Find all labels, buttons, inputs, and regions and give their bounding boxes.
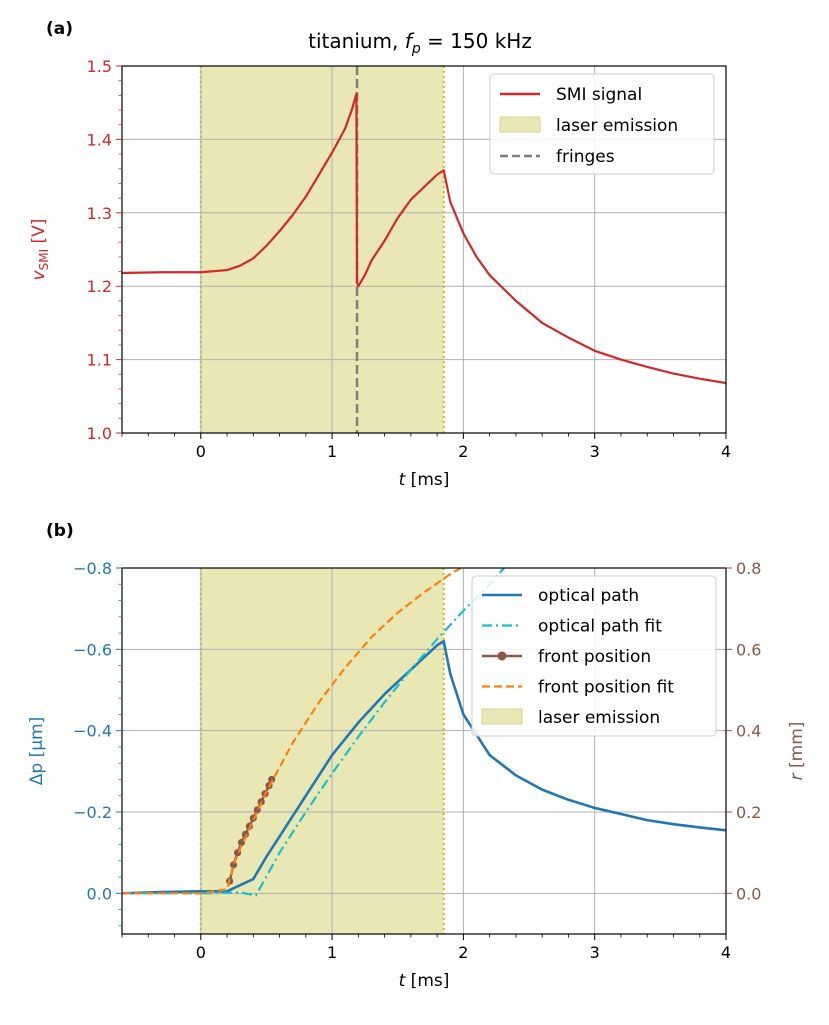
a-x-tick-label: 1	[327, 442, 337, 461]
b-legend-label: front position	[538, 647, 651, 667]
a-axes-frame	[121, 65, 727, 434]
b-front-position-marker	[268, 775, 276, 784]
b-x-tick-label: 3	[590, 943, 600, 962]
a-x-axis-label: t [ms]	[399, 470, 450, 490]
panel-b: (b) 0 1 2 3 4 0.0 −0.2 −0.4 −0.6 −0.8 0.0 0.2 0.4 0.6…	[27, 521, 807, 991]
b-y-left-tick-label: −0.2	[73, 803, 112, 822]
b-legend-label: front position fit	[538, 678, 674, 698]
b-y-right-tick-label: 0.4	[736, 722, 761, 741]
panel-a: (a) titanium, fp = 150 kHz 0 1 2 3 4 1.0 1.1 1.…	[29, 19, 731, 490]
b-y-left-tick-label: −0.4	[73, 722, 112, 741]
b-optical-path-fit-line	[122, 568, 505, 897]
b-axes-layer: 0 1 2 3 4 0.0 −0.2 −0.4 −0.6 −0.8 0.0 0.2 0.4 0.6 0.8	[73, 559, 761, 962]
b-front-position-marker	[241, 830, 250, 838]
a-x-tick-label: 4	[721, 442, 731, 461]
b-legend-swatch-laser	[481, 708, 523, 725]
b-legend: optical path optical path fit front positi…	[471, 575, 717, 737]
a-y-tick-label: 1.1	[87, 351, 112, 370]
b-y-left-tick-label: 0.0	[87, 884, 112, 903]
b-y-left-tick-label: −0.8	[73, 559, 112, 578]
b-laser-emission-span	[200, 568, 444, 934]
a-x-tick-label: 0	[196, 442, 206, 461]
b-x-tick-label: 1	[327, 943, 337, 962]
panel-a-label: (a)	[46, 19, 73, 39]
a-y-tick-label: 1.5	[87, 57, 112, 76]
a-legend-box	[489, 73, 715, 175]
panel-b-label: (b)	[46, 521, 74, 541]
chart-title: titanium, fp = 150 kHz	[308, 29, 532, 57]
b-x-axis-label: t [ms]	[399, 971, 450, 991]
b-x-tick-label: 4	[721, 943, 731, 962]
b-legend-label: laser emission	[538, 708, 660, 728]
b-axes-frame	[121, 567, 727, 935]
b-y-right-tick-label: 0.2	[736, 803, 761, 822]
b-data-layer	[122, 568, 726, 897]
b-legend-swatch-front-marker	[497, 651, 507, 661]
a-smi-signal-line	[121, 92, 727, 385]
a-y-tick-label: 1.2	[87, 277, 112, 296]
b-y-left-tick-label: −0.6	[73, 640, 112, 659]
b-y-left-axis-label: Δp [µm]	[27, 717, 47, 785]
a-legend-label: SMI signal	[556, 85, 642, 105]
a-legend-label: laser emission	[556, 116, 678, 136]
b-legend-label: optical path	[538, 586, 639, 606]
a-axes-layer: 0 1 2 3 4 1.0 1.1 1.2 1.3 1.4 1.5	[87, 57, 732, 461]
a-laser-emission-span	[200, 66, 444, 433]
b-x-tick-label: 2	[458, 943, 468, 962]
b-y-right-axis-label: r [mm]	[787, 722, 807, 781]
b-legend-box	[471, 575, 717, 737]
a-y-tick-label: 1.4	[87, 130, 112, 149]
a-y-tick-label: 1.0	[87, 424, 112, 443]
a-y-axis-label: vSMI [V]	[29, 219, 51, 281]
b-optical-path-line	[122, 639, 726, 895]
a-x-tick-label: 2	[458, 442, 468, 461]
a-legend: SMI signal laser emission fringes	[489, 73, 715, 175]
a-background-layer	[199, 66, 445, 433]
a-legend-label: fringes	[556, 147, 615, 167]
b-y-right-tick-label: 0.0	[736, 884, 761, 903]
b-y-right-tick-label: 0.8	[736, 559, 761, 578]
a-y-tick-label: 1.3	[87, 204, 112, 223]
b-legend-label: optical path fit	[538, 617, 662, 637]
a-data-layer	[121, 66, 727, 433]
b-front-position-fit-line	[122, 568, 462, 895]
b-y-right-tick-label: 0.6	[736, 640, 761, 659]
b-x-tick-label: 0	[196, 943, 206, 962]
a-x-tick-label: 3	[590, 442, 600, 461]
a-legend-swatch-laser	[499, 116, 541, 133]
b-background-layer	[199, 568, 445, 934]
